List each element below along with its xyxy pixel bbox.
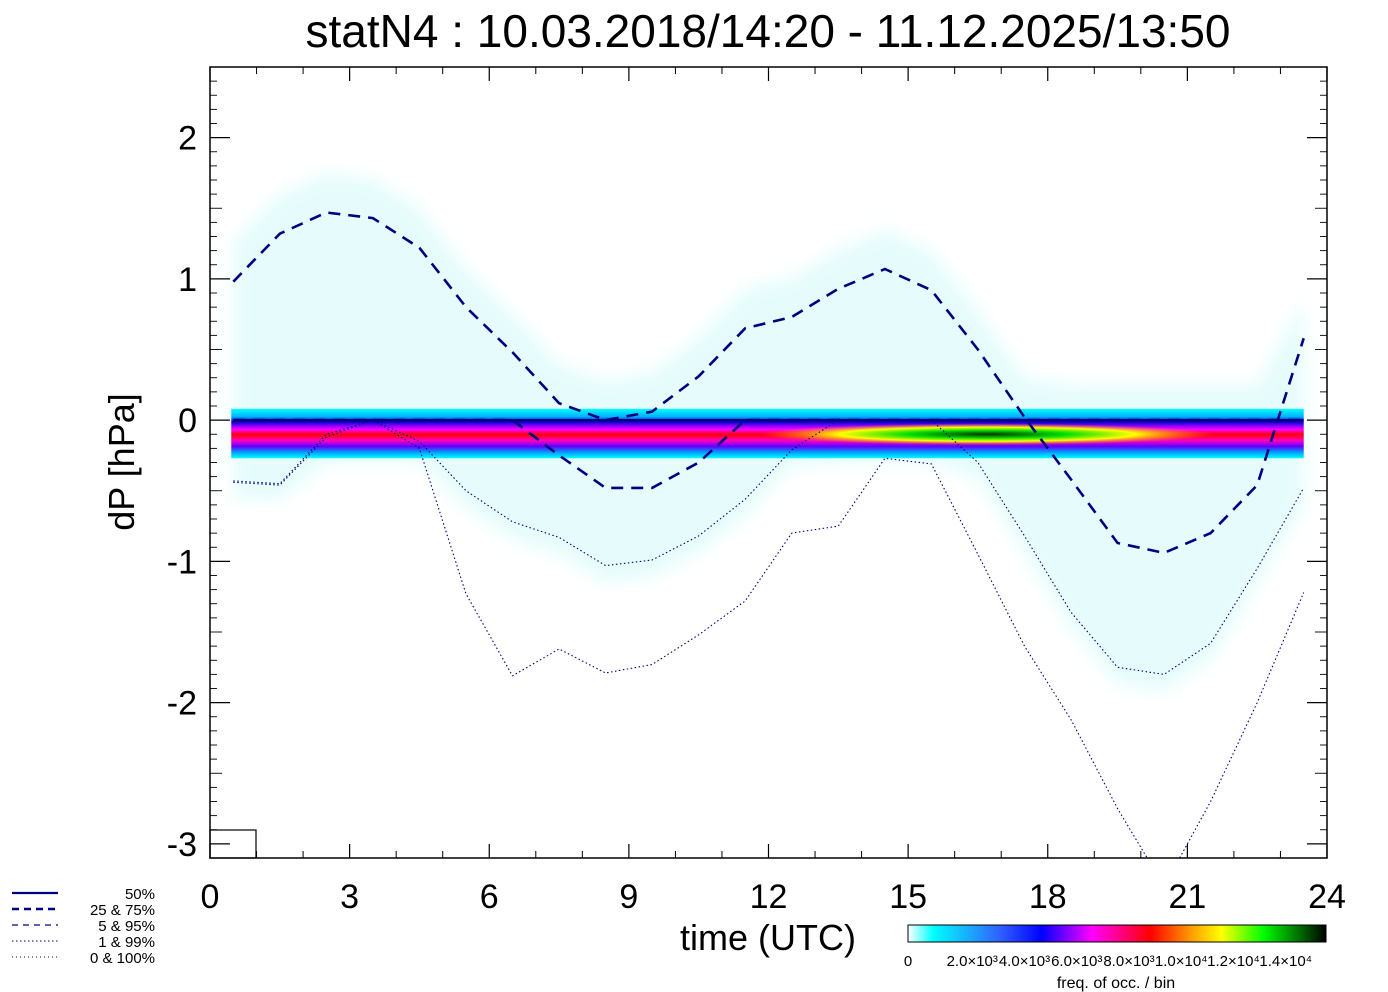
x-tick-label: 12 bbox=[750, 878, 788, 916]
legend-label: 1 & 99% bbox=[98, 934, 155, 951]
y-tick-label: -1 bbox=[167, 543, 197, 581]
colorbar-tick-label: 1.2×10⁴ bbox=[1207, 953, 1260, 970]
colorbar-tick-label: 8.0×10³ bbox=[1103, 953, 1154, 970]
colorbar-tick-label: 1.0×10⁴ bbox=[1155, 953, 1208, 970]
percentile-lines bbox=[232, 211, 1305, 858]
density-core bbox=[759, 423, 1216, 446]
x-tick-label: 15 bbox=[889, 878, 927, 916]
legend-label: 0 & 100% bbox=[90, 950, 155, 967]
legend: 50%25 & 75%5 & 95%1 & 99%0 & 100% bbox=[12, 886, 155, 967]
y-tick-label: 0 bbox=[178, 402, 197, 440]
colorbar-ticks: 0 2.0×10³ 4.0×10³ 6.0×10³ 8.0×10³ 1.0×10⁴ 1.2×… bbox=[904, 953, 1312, 970]
series-line-75pct bbox=[232, 211, 1305, 555]
legend-label: 25 & 75% bbox=[90, 902, 155, 919]
x-tick-label: 9 bbox=[619, 878, 638, 916]
legend-label: 5 & 95% bbox=[98, 918, 155, 935]
x-axis-label: time (UTC) bbox=[680, 917, 856, 958]
y-axis-label: dP [hPa] bbox=[101, 393, 142, 530]
series-line-0pct bbox=[233, 419, 1305, 858]
y-tick-label: 1 bbox=[178, 261, 197, 299]
frequency-heatmap bbox=[231, 172, 1304, 692]
chart-title: statN4 : 10.03.2018/14:20 - 11.12.2025/1… bbox=[306, 5, 1231, 57]
x-tick-label: 6 bbox=[480, 878, 499, 916]
colorbar-tick-label: 4.0×10³ bbox=[999, 953, 1050, 970]
colorbar-tick-label: 1.4×10⁴ bbox=[1259, 953, 1312, 970]
colorbar-tick-label: 6.0×10³ bbox=[1051, 953, 1102, 970]
y-tick-label: 2 bbox=[178, 120, 197, 158]
x-tick-label: 3 bbox=[340, 878, 359, 916]
y-tick-label: -3 bbox=[167, 826, 197, 864]
series-line-25pct bbox=[233, 418, 1304, 490]
colorbar: 0 2.0×10³ 4.0×10³ 6.0×10³ 8.0×10³ 1.0×10⁴ 1.2×… bbox=[904, 924, 1327, 992]
x-tick-label: 24 bbox=[1308, 878, 1346, 916]
x-tick-label: 18 bbox=[1029, 878, 1067, 916]
colorbar-tick-label: 0 bbox=[904, 953, 912, 970]
legend-label: 50% bbox=[125, 886, 155, 903]
x-tick-label: 21 bbox=[1168, 878, 1206, 916]
colorbar-tick-label: 2.0×10³ bbox=[947, 953, 998, 970]
colorbar-label: freq. of occ. / bin bbox=[1057, 975, 1175, 992]
x-tick-label: 0 bbox=[201, 878, 220, 916]
colorbar-gradient bbox=[907, 924, 1327, 943]
y-tick-label: -2 bbox=[167, 685, 197, 723]
